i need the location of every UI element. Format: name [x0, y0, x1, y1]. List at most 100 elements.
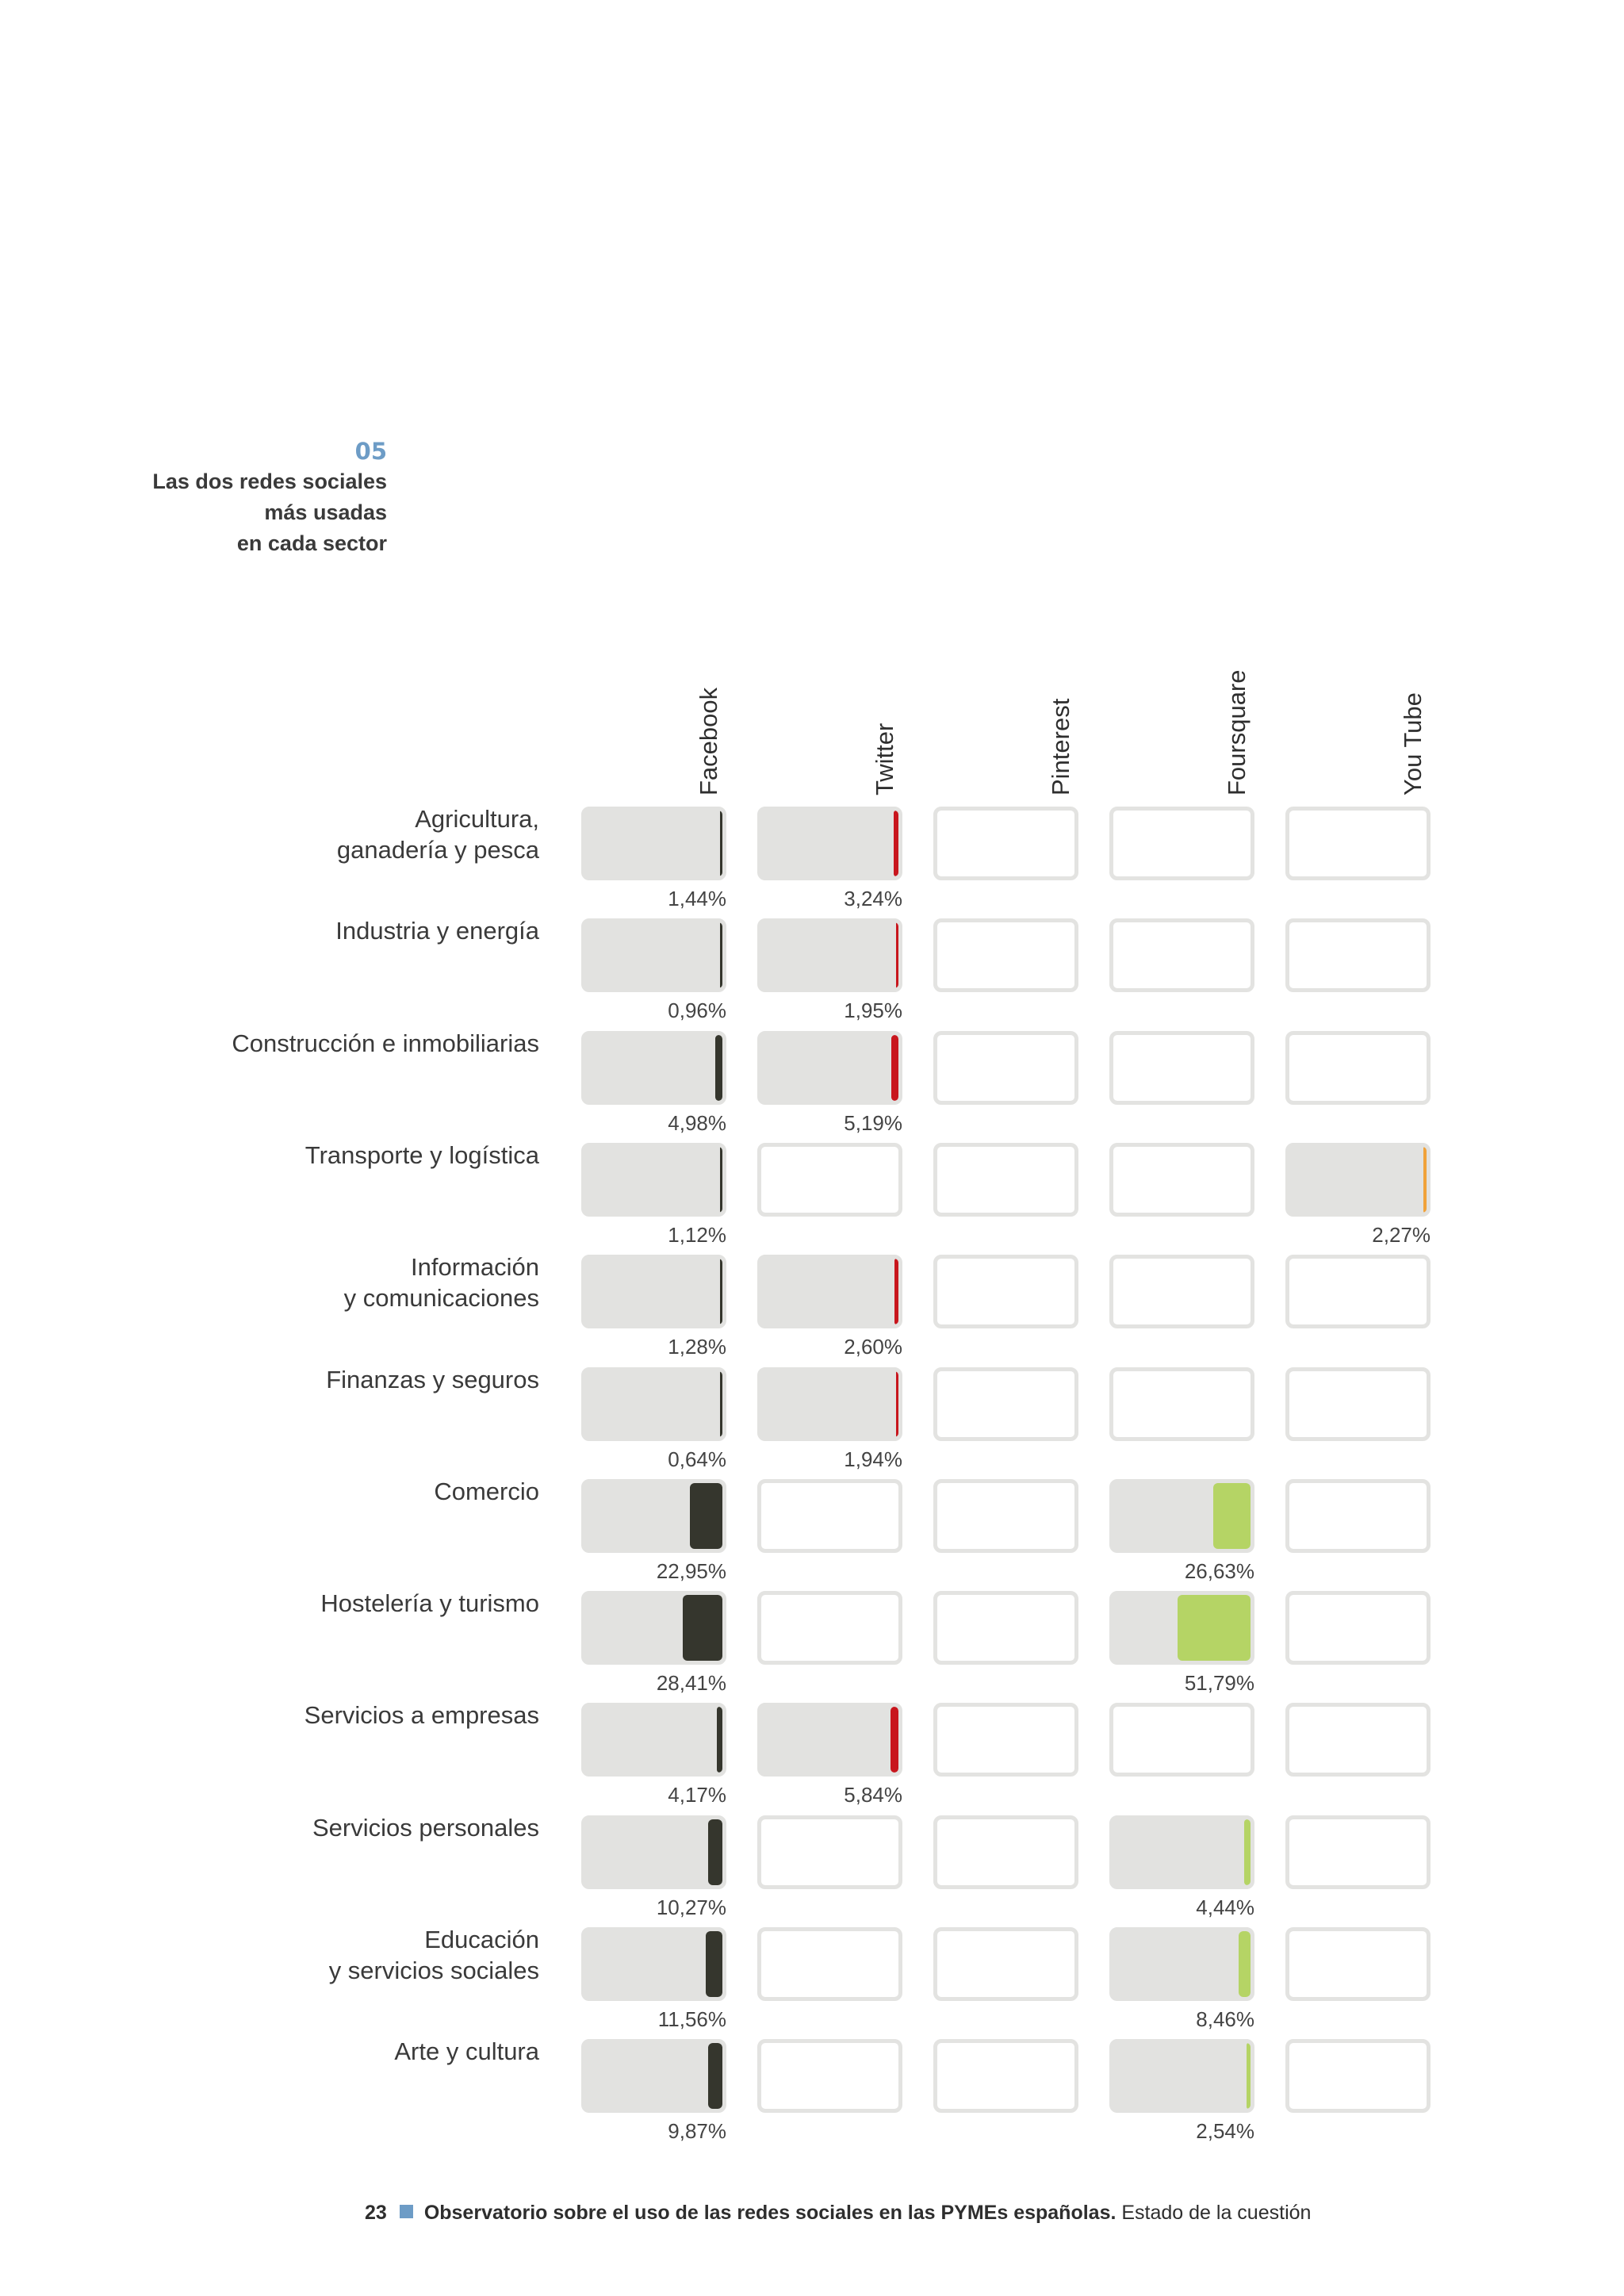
cell-facebook	[581, 1703, 726, 1777]
bar-foursquare	[1239, 1931, 1251, 1997]
value-label: 8,46%	[1196, 2007, 1254, 2031]
column-label-you-tube: You Tube	[1399, 692, 1427, 795]
cell-foursquare	[1109, 1367, 1254, 1441]
cell-pinterest	[933, 1927, 1078, 2001]
bar-foursquare	[1213, 1483, 1251, 1549]
cell-facebook	[581, 1479, 726, 1553]
page-number: 23	[365, 2202, 387, 2224]
bar-facebook	[720, 1371, 722, 1437]
row-label-line: y servicios sociales	[328, 1957, 539, 1984]
bar-twitter	[896, 922, 898, 988]
value-label: 0,96%	[668, 999, 726, 1022]
cell-facebook	[581, 1367, 726, 1441]
bar-twitter	[894, 811, 898, 876]
cell-you-tube	[1285, 2039, 1431, 2113]
row-label: Finanzas y seguros	[326, 1364, 539, 1395]
column-label-facebook: Facebook	[695, 687, 722, 795]
cell-pinterest	[933, 1255, 1078, 1328]
row-label: Servicios a empresas	[304, 1700, 539, 1731]
bar-facebook	[717, 1707, 722, 1773]
cell-pinterest	[933, 1703, 1078, 1777]
column-label-twitter: Twitter	[871, 723, 898, 795]
cell-facebook	[581, 1031, 726, 1105]
row-label-line: ganadería y pesca	[336, 836, 539, 864]
cell-pinterest	[933, 1815, 1078, 1889]
row-label-line: y comunicaciones	[343, 1284, 539, 1312]
bar-facebook	[690, 1483, 722, 1549]
figure-title-line: Las dos redes sociales	[152, 470, 387, 493]
bar-facebook	[720, 922, 722, 988]
row-label: Construcción e inmobiliarias	[232, 1028, 539, 1059]
row-label-line: Arte y cultura	[394, 2037, 539, 2065]
cell-pinterest	[933, 1479, 1078, 1553]
row-label: Servicios personales	[312, 1812, 539, 1843]
cell-you-tube	[1285, 1479, 1431, 1553]
value-label: 4,44%	[1196, 1895, 1254, 1919]
value-label: 0,64%	[668, 1447, 726, 1471]
cell-you-tube	[1285, 1703, 1431, 1777]
bar-facebook	[715, 1035, 722, 1101]
cell-you-tube	[1285, 807, 1431, 880]
cell-foursquare	[1109, 1927, 1254, 2001]
cell-you-tube	[1285, 1031, 1431, 1105]
bar-facebook	[708, 1819, 722, 1885]
cell-twitter	[757, 1703, 902, 1777]
cell-foursquare	[1109, 807, 1254, 880]
row-label-line: Educación	[424, 1926, 539, 1953]
cell-you-tube	[1285, 1591, 1431, 1665]
cell-foursquare	[1109, 1031, 1254, 1105]
cell-you-tube	[1285, 1143, 1431, 1217]
value-label: 3,24%	[844, 887, 902, 910]
value-label: 22,95%	[656, 1559, 726, 1583]
cell-twitter	[757, 1031, 902, 1105]
cell-you-tube	[1285, 1815, 1431, 1889]
cell-pinterest	[933, 918, 1078, 992]
cell-facebook	[581, 1255, 726, 1328]
cell-pinterest	[933, 1591, 1078, 1665]
row-label: Agricultura, ganadería y pesca	[337, 803, 539, 865]
bar-facebook	[708, 2043, 722, 2109]
cell-twitter	[757, 2039, 902, 2113]
row-label-line: Transporte y logística	[304, 1141, 539, 1169]
cell-you-tube	[1285, 918, 1431, 992]
row-label: Transporte y logística	[305, 1140, 539, 1171]
value-label: 2,60%	[844, 1335, 902, 1359]
cell-foursquare	[1109, 918, 1254, 992]
footer-title-rest: Estado de la cuestión	[1121, 2202, 1312, 2224]
row-label-line: Comercio	[434, 1478, 539, 1505]
cell-twitter	[757, 1815, 902, 1889]
figure-header: 05 Las dos redes sociales más usadas en …	[0, 436, 387, 559]
bar-twitter	[896, 1371, 898, 1437]
bar-foursquare	[1247, 2043, 1251, 2109]
row-label-line: Industria y energía	[335, 917, 539, 945]
bar-facebook	[720, 1259, 722, 1324]
cell-foursquare	[1109, 1143, 1254, 1217]
row-label: Información y comunicaciones	[344, 1251, 539, 1313]
figure-number: 05	[354, 438, 387, 465]
cell-twitter	[757, 1591, 902, 1665]
value-label: 11,56%	[657, 2007, 726, 2031]
row-label-line: Finanzas y seguros	[326, 1366, 539, 1393]
bar-foursquare	[1178, 1595, 1251, 1661]
value-label: 4,17%	[668, 1783, 726, 1807]
bar-facebook	[683, 1595, 722, 1661]
value-label: 2,27%	[1372, 1223, 1431, 1247]
value-label: 28,41%	[656, 1671, 726, 1695]
cell-twitter	[757, 1479, 902, 1553]
row-label: Arte y cultura	[394, 2036, 539, 2067]
cell-pinterest	[933, 1143, 1078, 1217]
cell-you-tube	[1285, 1367, 1431, 1441]
value-label: 26,63%	[1184, 1559, 1254, 1583]
cell-foursquare	[1109, 2039, 1254, 2113]
bar-twitter	[891, 1035, 898, 1101]
bar-facebook	[720, 811, 722, 876]
page-footer: 23 Observatorio sobre el uso de las redes…	[365, 2202, 1311, 2225]
cell-pinterest	[933, 2039, 1078, 2113]
row-label: Comercio	[434, 1476, 539, 1507]
cell-twitter	[757, 1255, 902, 1328]
cell-twitter	[757, 1367, 902, 1441]
value-label: 2,54%	[1196, 2119, 1254, 2143]
cell-foursquare	[1109, 1591, 1254, 1665]
column-label-pinterest: Pinterest	[1047, 698, 1074, 795]
value-label: 4,98%	[668, 1111, 726, 1135]
